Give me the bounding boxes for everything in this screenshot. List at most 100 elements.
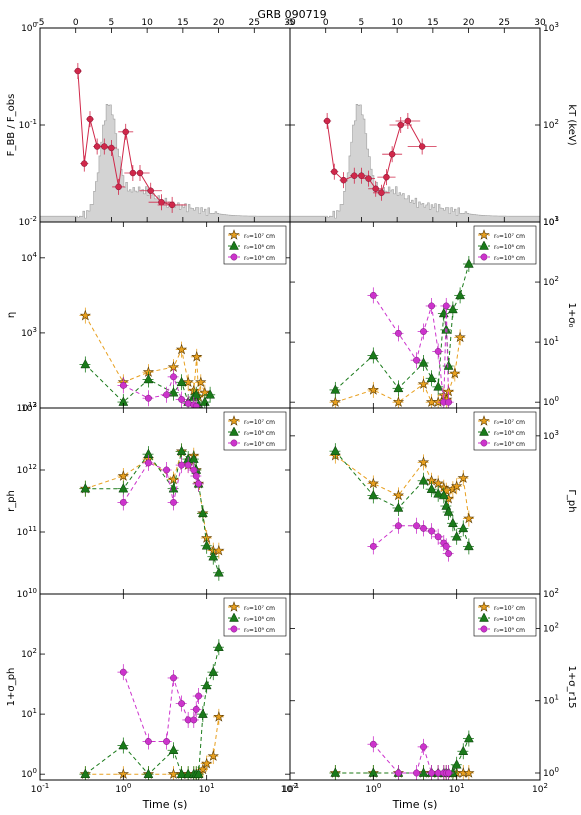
x-tick-label: 102 xyxy=(532,782,548,795)
data-point xyxy=(449,367,461,379)
data-point xyxy=(163,466,170,474)
data-point xyxy=(463,732,474,743)
data-point xyxy=(447,303,458,314)
y-axis-label: η xyxy=(6,312,17,318)
data-point xyxy=(367,383,379,395)
data-point xyxy=(445,769,453,777)
data-point xyxy=(428,302,436,310)
y-axis-label: 1+σ₀ xyxy=(566,302,577,327)
x-tick-label-top: 30 xyxy=(534,18,546,28)
data-point xyxy=(394,329,402,337)
data-point xyxy=(420,524,427,532)
data-point xyxy=(163,391,170,399)
data-point xyxy=(192,472,200,480)
panel-Gamma_ph: 102 103 Γ_ph r₀=10⁷ cm r₀=10⁸ cm r₀=10⁹ cm xyxy=(289,407,577,600)
lightcurve-histogram xyxy=(40,104,290,222)
data-point xyxy=(175,343,188,355)
legend-marker xyxy=(229,426,239,436)
data-point xyxy=(213,567,224,577)
y-tick-label: 10-1 xyxy=(19,118,37,131)
data-point xyxy=(417,378,430,389)
series-line xyxy=(372,743,449,774)
data-point xyxy=(178,395,186,403)
y-axis-label: kT (keV) xyxy=(566,104,577,145)
y-tick-label: 101 xyxy=(543,215,559,228)
data-point xyxy=(340,176,347,184)
plot-area xyxy=(329,443,475,562)
data-point xyxy=(369,542,377,550)
data-point xyxy=(458,745,469,755)
y-tick-label: 1012 xyxy=(17,463,37,476)
legend-marker xyxy=(230,625,238,633)
legend-label: r₀=10⁷ cm xyxy=(494,419,525,426)
data-point xyxy=(118,483,129,493)
plot-area xyxy=(290,104,540,222)
data-point xyxy=(119,381,127,389)
axes-frame xyxy=(289,593,541,781)
legend-label: r₀=10⁷ cm xyxy=(494,233,525,240)
data-point xyxy=(458,522,469,533)
data-point xyxy=(451,531,462,541)
y-tick-label: 101 xyxy=(543,694,559,707)
data-point xyxy=(144,459,152,467)
y-tick-label: 102 xyxy=(543,118,559,131)
legend-label: r₀=10⁹ cm xyxy=(244,627,275,634)
data-point xyxy=(368,489,379,500)
data-point xyxy=(158,198,165,206)
x-tick-label-top: -5 xyxy=(36,18,45,28)
legend-marker xyxy=(478,415,490,426)
data-point xyxy=(433,381,444,391)
data-point xyxy=(365,175,372,182)
data-point xyxy=(176,376,187,387)
data-point xyxy=(80,483,91,493)
data-point xyxy=(81,160,88,167)
legend: r₀=10⁷ cm r₀=10⁸ cm r₀=10⁹ cm xyxy=(223,225,287,265)
data-point xyxy=(420,328,427,335)
y-tick-label: 10-2 xyxy=(19,215,37,228)
data-point xyxy=(451,759,462,769)
data-point xyxy=(442,542,450,550)
legend-label: r₀=10⁸ cm xyxy=(494,244,525,251)
legend-marker xyxy=(480,253,488,261)
data-point xyxy=(404,117,412,125)
figure-title: GRB 090719 xyxy=(257,8,326,21)
plot-area xyxy=(40,63,290,222)
data-point xyxy=(369,291,377,299)
data-point xyxy=(413,522,420,530)
data-point xyxy=(184,461,192,469)
series-line xyxy=(335,337,461,403)
legend-label: r₀=10⁹ cm xyxy=(494,255,525,262)
x-tick-label-top: 15 xyxy=(427,18,438,28)
data-point xyxy=(143,768,154,778)
legend-label: r₀=10⁸ cm xyxy=(244,244,275,251)
y-axis-label: 1+σ_ph xyxy=(6,668,17,707)
x-tick-label: 100 xyxy=(365,782,381,795)
data-point xyxy=(207,750,219,761)
data-point xyxy=(455,289,466,300)
legend-marker xyxy=(230,439,238,447)
series-line xyxy=(334,263,470,391)
data-point xyxy=(170,674,177,682)
data-point xyxy=(213,641,224,651)
data-point xyxy=(119,498,127,506)
data-point xyxy=(457,472,469,483)
panel-top-right: 101 102 103 -5 0 5 10 15 20 25 30 kT (keV) xyxy=(286,18,577,228)
data-point xyxy=(331,168,338,175)
y-tick-label: 103 xyxy=(543,215,559,228)
data-point xyxy=(144,394,152,402)
y-tick-label: 103 xyxy=(543,21,559,34)
data-point xyxy=(413,356,420,364)
data-point xyxy=(119,668,127,676)
data-point xyxy=(115,183,122,191)
data-point xyxy=(418,357,429,367)
data-point xyxy=(378,189,385,197)
data-point xyxy=(191,389,202,399)
data-point xyxy=(330,384,341,394)
data-point xyxy=(213,710,225,722)
legend-label: r₀=10⁸ cm xyxy=(494,430,525,437)
x-tick-label-top: 25 xyxy=(499,18,510,28)
data-point xyxy=(443,360,454,370)
data-point xyxy=(323,117,331,125)
data-point xyxy=(201,757,213,769)
